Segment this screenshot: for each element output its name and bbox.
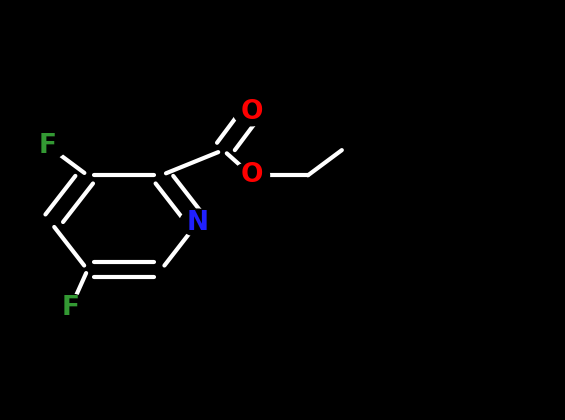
- Circle shape: [53, 294, 89, 321]
- Text: F: F: [39, 133, 57, 159]
- Text: N: N: [187, 210, 208, 236]
- Text: F: F: [62, 295, 80, 321]
- Circle shape: [180, 209, 216, 236]
- Circle shape: [233, 162, 270, 189]
- Circle shape: [233, 99, 270, 126]
- Text: O: O: [240, 99, 263, 125]
- Text: O: O: [240, 162, 263, 188]
- Circle shape: [30, 132, 66, 159]
